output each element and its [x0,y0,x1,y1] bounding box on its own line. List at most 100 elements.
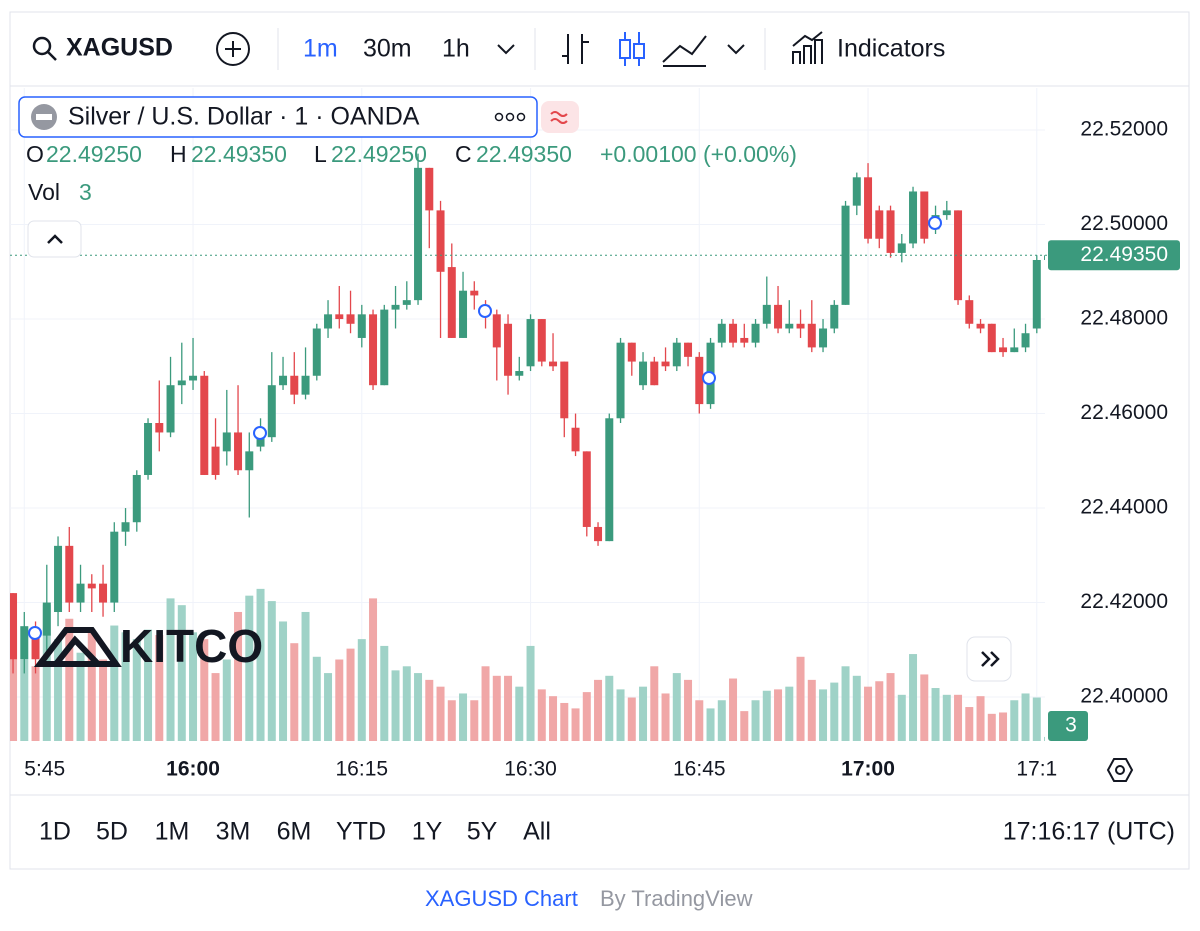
y-tick-label: 22.48000 [1080,307,1168,330]
candle-body [166,385,175,433]
interval-button[interactable]: 1h [442,35,470,63]
volume-bar [650,666,659,741]
candle-body [391,304,400,310]
volume-bar [301,611,310,741]
volume-bar [1044,736,1045,741]
legend-box[interactable] [18,96,538,138]
volume-bar [796,656,805,741]
candle-body [132,474,141,523]
candle-body [76,583,85,603]
footer-by: By TradingView [600,886,753,911]
candle-body [987,323,996,353]
volume-bar [537,689,546,741]
x-tick-label: 5:45 [24,758,65,781]
candle-body [335,314,344,320]
market-status[interactable] [541,101,579,133]
volume-bar [954,694,963,741]
volume-bar [942,694,951,741]
volume-bar [470,700,479,741]
range-button[interactable]: All [523,818,551,846]
event-markers[interactable] [28,216,942,640]
candle-body [87,583,96,589]
settings[interactable] [1106,758,1134,782]
interval-button[interactable]: 1m [303,35,338,63]
candle-body [875,210,884,239]
volume-bar [515,686,524,741]
range-button[interactable]: 5D [96,818,128,846]
candle-body [402,300,411,305]
bars-style[interactable] [562,34,589,64]
volume-bar [357,639,366,741]
volume-bar [1021,693,1030,741]
candle-body [189,375,198,381]
volume-bar [234,611,243,741]
x-tick-label: 16:30 [504,758,557,781]
volume-bar [211,673,220,741]
indicators-label[interactable]: Indicators [837,35,945,63]
area-style[interactable] [662,35,707,67]
ohlc-value: 22.49250 [331,141,427,167]
interval-dropdown[interactable] [497,44,515,55]
range-button[interactable]: 3M [216,818,251,846]
candle-body [852,177,861,206]
volume-bar [402,666,411,741]
range-button[interactable]: YTD [336,818,386,846]
volume-bar [267,601,276,741]
ohlc-value: 22.49250 [46,141,142,167]
volume-bar [335,659,344,741]
candle-body [324,314,333,329]
candle-body [20,626,29,660]
candle-body [976,323,985,329]
vol-label: Vol [28,179,60,205]
x-tick-label: 16:15 [336,758,389,781]
compare-button[interactable] [216,32,250,66]
volume-bar [774,689,783,741]
candle-body [549,361,558,367]
volume-bar [279,621,288,741]
volume-bar [729,678,738,741]
candle-body [414,167,423,301]
style-dropdown[interactable] [727,44,745,55]
candle-body [886,210,895,253]
candle-body [425,167,434,211]
indicators-button[interactable]: Indicators [792,31,945,64]
range-button[interactable]: 5Y [467,818,498,846]
ohlc-label: O [26,141,44,167]
candle-body [672,342,681,367]
candle-body [740,337,749,343]
candle-body [42,602,51,636]
volume-bar [110,625,119,741]
volume-bar [312,656,321,741]
volume-bar [155,635,164,741]
candle-body [267,385,276,438]
footer-link[interactable]: XAGUSD Chart [425,886,578,911]
candle-body [920,191,929,239]
candle-body [684,342,693,357]
candle-body [1032,259,1041,329]
symbol[interactable]: XAGUSD [66,34,173,62]
range-button[interactable]: 1Y [412,818,443,846]
x-tick-label: 17:00 [841,758,895,781]
interval-button[interactable]: 30m [363,35,412,63]
candle-body [942,210,951,216]
range-button[interactable]: 1D [39,818,71,846]
candle-body [717,323,726,343]
candle-body [605,418,614,542]
candle-body [774,304,783,329]
candle-body [99,583,108,603]
legend-more[interactable] [494,112,526,122]
candle-body [537,319,546,362]
volume-bar [886,673,895,741]
candles-style[interactable] [619,32,645,66]
collapse-legend[interactable] [27,220,82,258]
range-button[interactable]: 6M [277,818,312,846]
candle-body [211,446,220,475]
volume-bar [785,686,794,741]
x-tick-label: 17:1 [1016,758,1057,781]
range-button[interactable]: 1M [155,818,190,846]
volume-bar [391,670,400,741]
symbol-search[interactable]: XAGUSD [32,34,173,62]
candle-body [807,323,816,348]
candle-body [515,371,524,376]
